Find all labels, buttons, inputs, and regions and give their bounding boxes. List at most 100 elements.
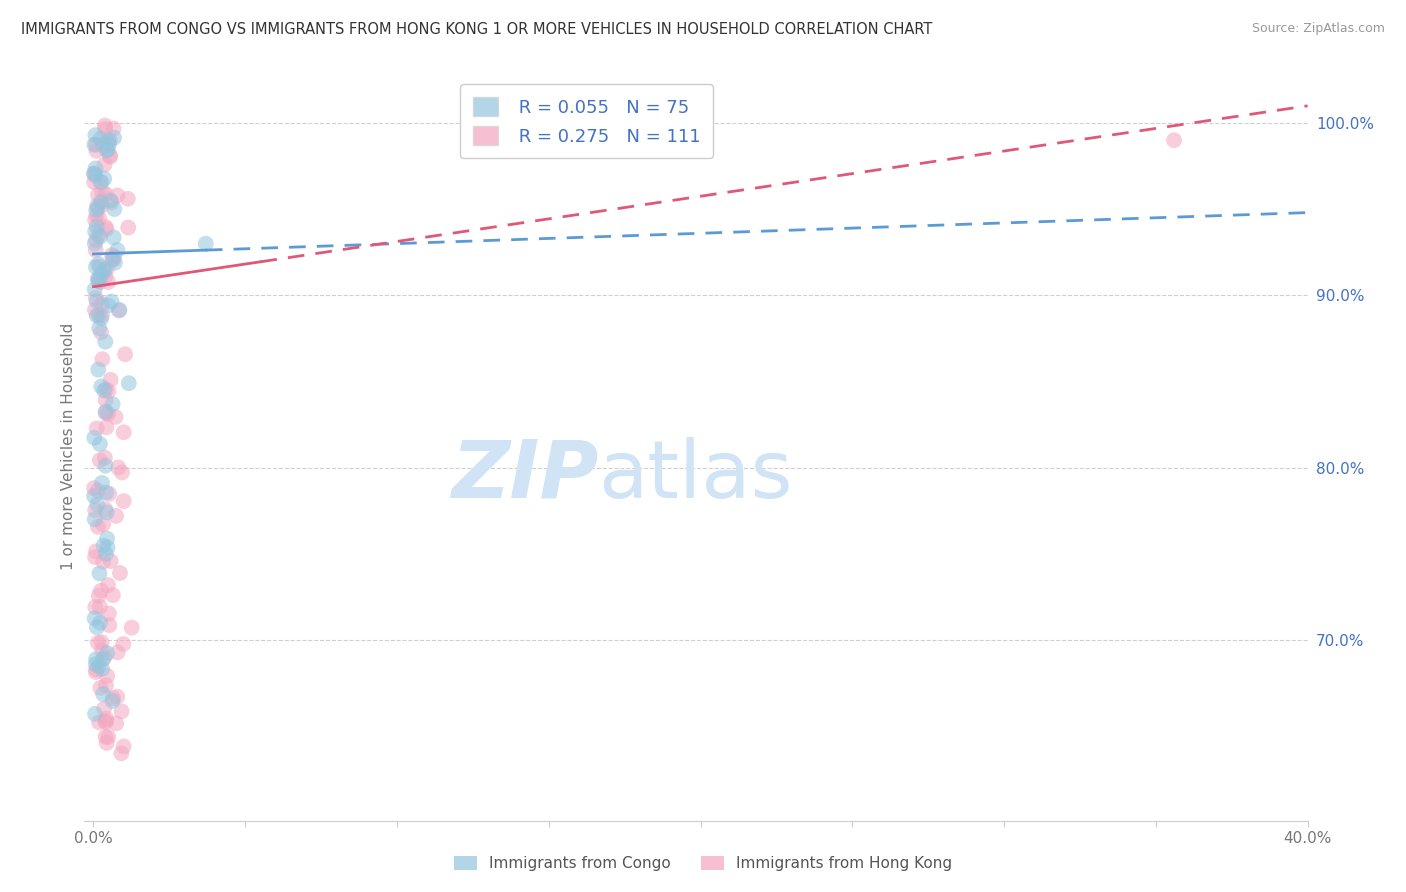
Point — [104, 409, 127, 424]
Point — [114, 347, 136, 361]
Point — [94, 406, 117, 420]
Text: atlas: atlas — [598, 437, 793, 515]
Point — [94, 714, 117, 729]
Point — [93, 262, 115, 277]
Point — [112, 494, 135, 508]
Point — [83, 302, 105, 317]
Point — [96, 736, 118, 750]
Point — [86, 199, 108, 213]
Point — [111, 466, 134, 480]
Point — [94, 392, 117, 407]
Point — [91, 265, 114, 279]
Point — [94, 678, 117, 692]
Point — [83, 175, 105, 189]
Point — [87, 188, 110, 202]
Point — [97, 275, 120, 289]
Point — [97, 134, 120, 148]
Point — [86, 620, 108, 634]
Point — [110, 747, 132, 761]
Point — [87, 308, 110, 322]
Point — [93, 158, 115, 172]
Point — [94, 334, 117, 349]
Point — [97, 407, 120, 421]
Point — [98, 137, 121, 152]
Point — [86, 219, 108, 234]
Point — [104, 256, 127, 270]
Point — [83, 489, 105, 503]
Point — [83, 431, 105, 445]
Point — [86, 144, 108, 158]
Point — [98, 150, 121, 164]
Point — [96, 222, 118, 236]
Point — [100, 194, 122, 208]
Point — [94, 502, 117, 516]
Point — [84, 600, 107, 615]
Point — [86, 498, 108, 512]
Point — [105, 508, 128, 523]
Point — [96, 669, 118, 683]
Point — [83, 166, 105, 180]
Point — [89, 615, 111, 630]
Point — [90, 635, 112, 649]
Point — [94, 119, 117, 133]
Point — [117, 220, 139, 235]
Point — [83, 512, 105, 526]
Point — [89, 229, 111, 244]
Point — [84, 224, 107, 238]
Point — [86, 421, 108, 435]
Point — [87, 257, 110, 271]
Point — [94, 187, 117, 202]
Point — [96, 485, 118, 500]
Point — [83, 611, 105, 625]
Point — [84, 233, 107, 247]
Point — [97, 142, 120, 156]
Point — [103, 130, 125, 145]
Point — [94, 121, 117, 136]
Point — [101, 248, 124, 262]
Point — [103, 252, 125, 267]
Point — [96, 420, 118, 434]
Point — [93, 701, 115, 715]
Point — [91, 517, 114, 532]
Point — [90, 268, 112, 282]
Point — [89, 681, 111, 695]
Point — [84, 128, 107, 143]
Point — [90, 199, 112, 213]
Point — [86, 294, 108, 309]
Point — [101, 588, 124, 602]
Point — [96, 532, 118, 546]
Point — [87, 589, 110, 603]
Point — [91, 352, 114, 367]
Point — [97, 578, 120, 592]
Point — [103, 230, 125, 244]
Point — [89, 321, 111, 335]
Point — [84, 657, 107, 672]
Point — [100, 554, 122, 568]
Point — [90, 195, 112, 210]
Point — [96, 646, 118, 660]
Point — [100, 195, 122, 210]
Point — [83, 236, 105, 251]
Point — [98, 133, 121, 147]
Point — [96, 714, 118, 729]
Point — [84, 544, 107, 558]
Point — [84, 202, 107, 217]
Point — [84, 652, 107, 666]
Point — [105, 690, 128, 704]
Y-axis label: 1 or more Vehicles in Household: 1 or more Vehicles in Household — [60, 322, 76, 570]
Point — [101, 694, 124, 708]
Point — [87, 211, 110, 226]
Point — [93, 171, 115, 186]
Point — [87, 272, 110, 286]
Point — [84, 291, 107, 305]
Legend:  R = 0.055   N = 75,  R = 0.275   N = 111: R = 0.055 N = 75, R = 0.275 N = 111 — [460, 84, 713, 158]
Point — [91, 297, 114, 311]
Point — [90, 475, 112, 490]
Point — [90, 311, 112, 326]
Point — [112, 425, 135, 440]
Point — [86, 309, 108, 323]
Point — [118, 376, 141, 391]
Point — [83, 137, 105, 152]
Point — [87, 715, 110, 730]
Text: IMMIGRANTS FROM CONGO VS IMMIGRANTS FROM HONG KONG 1 OR MORE VEHICLES IN HOUSEHO: IMMIGRANTS FROM CONGO VS IMMIGRANTS FROM… — [21, 22, 932, 37]
